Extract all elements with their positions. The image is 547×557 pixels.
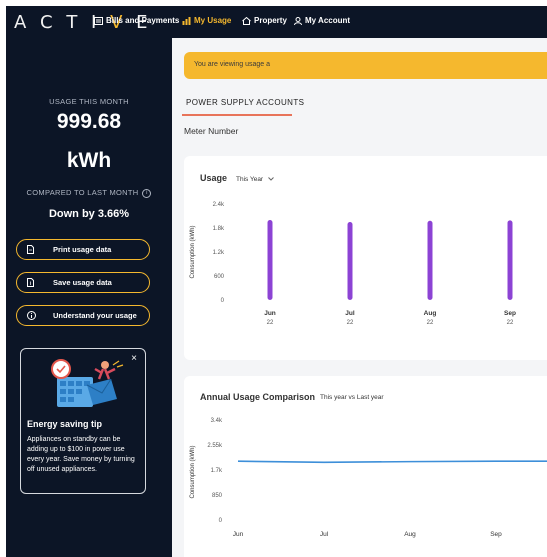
- print-usage-label: Print usage data: [53, 245, 112, 254]
- viewing-usage-banner: You are viewing usage a: [184, 52, 547, 79]
- x-tick-sublabel: 22: [267, 320, 274, 326]
- save-usage-button[interactable]: Save usage data: [16, 272, 150, 293]
- y-tick-label: 0: [219, 518, 223, 524]
- document-icon: [27, 245, 34, 254]
- nav-account[interactable]: My Account: [294, 16, 350, 25]
- y-tick-label: 1.7k: [211, 468, 223, 474]
- active-logo[interactable]: A C T I V E: [14, 12, 152, 33]
- user-icon: [294, 16, 302, 25]
- print-usage-button[interactable]: Print usage data: [16, 239, 150, 260]
- top-nav: A C T I V E Bills and Payments My Usage …: [6, 6, 547, 38]
- y-tick-label: 3.4k: [211, 418, 223, 424]
- active-tab-underline: [182, 114, 292, 116]
- compared-value: Down by 3.66%: [48, 208, 130, 220]
- info-circle-icon: [27, 311, 36, 320]
- usage-card-title: Usage: [200, 173, 228, 183]
- tip-title: Energy saving tip: [27, 419, 103, 429]
- nav-usage[interactable]: My Usage: [182, 16, 231, 25]
- understand-usage-label: Understand your usage: [53, 311, 137, 320]
- y-tick-label: 2.55k: [207, 443, 223, 449]
- meter-number-label: Meter Number: [184, 126, 239, 136]
- bar: [427, 220, 433, 300]
- banner-text: You are viewing usage a: [194, 61, 271, 68]
- annual-card-title: Annual Usage Comparison: [200, 392, 316, 402]
- save-usage-label: Save usage data: [53, 278, 112, 287]
- energy-tip-card: × Energy saving tip Appliances on standb…: [20, 348, 146, 494]
- x-tick-label: Sep: [504, 310, 516, 317]
- home-icon: [242, 16, 251, 25]
- y-tick-label: 600: [214, 274, 225, 280]
- x-tick-label: Jun: [264, 310, 276, 317]
- close-icon[interactable]: ×: [131, 353, 137, 364]
- x-tick-label: Sep: [490, 531, 502, 538]
- bar: [267, 220, 273, 300]
- annual-comparison-card: Annual Usage Comparison This year vs Las…: [184, 376, 547, 557]
- nav-usage-label: My Usage: [194, 16, 232, 25]
- y-tick-label: 0: [221, 298, 225, 304]
- compared-label: COMPARED TO LAST MONTH i: [6, 188, 172, 198]
- y-tick-label: 850: [212, 493, 223, 499]
- x-tick-label: Aug: [404, 531, 416, 538]
- nav-property[interactable]: Property: [242, 16, 287, 25]
- bar: [347, 222, 353, 300]
- y-axis-label: Consumption (kWh): [190, 445, 196, 498]
- chart-icon: [182, 16, 191, 25]
- chevron-down-icon: [268, 177, 274, 181]
- usage-this-month-label: USAGE THIS MONTH: [49, 97, 129, 106]
- main-content: You are viewing usage a POWER SUPPLY ACC…: [172, 38, 547, 557]
- x-tick-label: Jun: [233, 531, 244, 538]
- nav-bills[interactable]: Bills and Payments: [94, 16, 179, 25]
- nav-bills-label: Bills and Payments: [106, 16, 180, 25]
- save-document-icon: [27, 278, 34, 287]
- usage-unit: kWh: [66, 149, 112, 172]
- usage-value: 999.68: [56, 110, 122, 133]
- x-tick-label: Aug: [424, 310, 437, 317]
- y-tick-label: 1.8k: [213, 226, 225, 232]
- bill-icon: [94, 16, 103, 25]
- tip-body: Appliances on standby can be adding up t…: [27, 436, 135, 473]
- understand-usage-button[interactable]: Understand your usage: [16, 305, 150, 326]
- usage-card: Usage This Year Consumption (kWh) 0 600 1.2…: [184, 156, 547, 360]
- x-tick-sublabel: 22: [427, 320, 434, 326]
- y-tick-label: 2.4k: [213, 202, 225, 208]
- period-dropdown[interactable]: This Year: [236, 176, 274, 183]
- nav-account-label: My Account: [305, 16, 351, 25]
- usage-bar-chart: Consumption (kWh) 0 600 1.2k 1.8k 2.4k Jun 22 Ju…: [190, 202, 516, 326]
- annual-line-chart: Consumption (kWh) 0 850 1.7k 2.55k 3.4k Jun Jul…: [190, 418, 547, 538]
- x-tick-sublabel: 22: [507, 320, 514, 326]
- compare-selector[interactable]: This year vs Last year: [320, 394, 384, 401]
- nav-property-label: Property: [254, 16, 287, 25]
- x-tick-label: Jul: [320, 531, 329, 538]
- bar: [507, 220, 513, 300]
- series-line: [237, 460, 547, 464]
- tab-power-supply-accounts[interactable]: POWER SUPPLY ACCOUNTS: [186, 98, 305, 107]
- y-tick-label: 1.2k: [213, 250, 225, 256]
- x-tick-label: Jul: [345, 310, 355, 317]
- compared-label-text: COMPARED TO LAST MONTH: [26, 188, 139, 197]
- energy-saving-illustration: [51, 359, 124, 407]
- sidebar: USAGE THIS MONTH 999.68 kWh COMPARED TO …: [6, 38, 172, 557]
- y-axis-label: Consumption (kWh): [190, 225, 196, 278]
- app-window: A C T I V E Bills and Payments My Usage …: [6, 6, 547, 557]
- x-tick-sublabel: 22: [347, 320, 354, 326]
- info-icon[interactable]: i: [142, 188, 152, 198]
- period-dropdown-value: This Year: [236, 176, 264, 183]
